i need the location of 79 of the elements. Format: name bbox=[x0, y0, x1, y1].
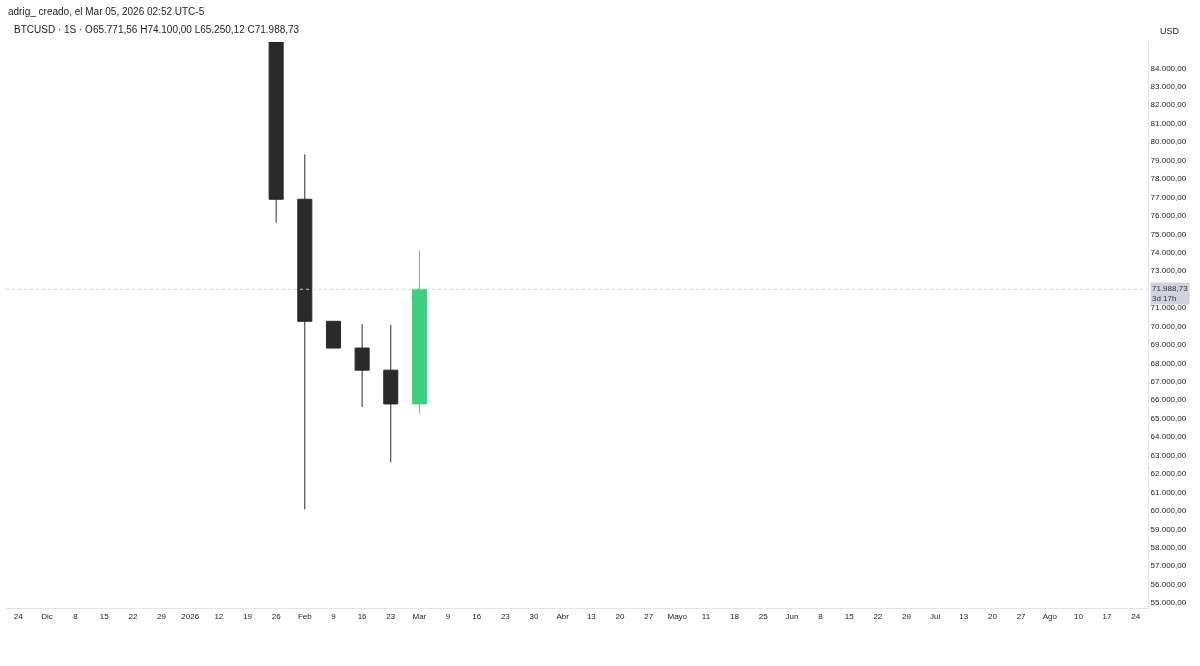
x-tick-label: 8 bbox=[73, 611, 79, 621]
y-tick-label: 58.000,00 bbox=[1150, 542, 1187, 552]
x-tick-label: 30 bbox=[529, 611, 540, 621]
x-tick-label: 15 bbox=[844, 611, 855, 621]
x-tick-label: Jul bbox=[930, 611, 941, 621]
x-tick-label: 13 bbox=[586, 611, 597, 621]
x-tick-label: 15 bbox=[99, 611, 110, 621]
x-tick-label: 27 bbox=[1016, 611, 1027, 621]
x-tick-label: 23 bbox=[500, 611, 511, 621]
ref-line-label: 71.988,73 3d 17h bbox=[1152, 284, 1189, 304]
x-tick-label: 25 bbox=[758, 611, 769, 621]
x-tick-label: 9 bbox=[445, 611, 451, 621]
y-tick-label: 55.000,00 bbox=[1150, 598, 1187, 608]
x-tick-label: 29 bbox=[902, 611, 912, 621]
y-tick-label: 84.000,00 bbox=[1150, 63, 1187, 73]
candlestick bbox=[268, 42, 284, 224]
y-tick-label: 79.000,00 bbox=[1150, 155, 1187, 165]
x-tick-label: Mayo bbox=[667, 611, 688, 621]
y-tick-label: 75.000,00 bbox=[1150, 229, 1187, 239]
candlestick bbox=[383, 324, 399, 463]
y-tick-label: 77.000,00 bbox=[1150, 192, 1187, 202]
candlestick bbox=[297, 153, 313, 510]
x-tick-label: 23 bbox=[386, 611, 396, 621]
x-tick-label: 13 bbox=[959, 611, 969, 621]
y-tick-label: 61.000,00 bbox=[1150, 487, 1187, 497]
x-tick-label: 20 bbox=[988, 611, 998, 621]
y-tick-label: 80.000,00 bbox=[1150, 137, 1187, 147]
x-tick-label: 8 bbox=[818, 611, 824, 621]
x-tick-label: 19 bbox=[243, 611, 253, 621]
x-tick-label: 22 bbox=[873, 611, 883, 621]
y-tick-label: 76.000,00 bbox=[1150, 211, 1187, 221]
x-tick-label: 16 bbox=[472, 611, 482, 621]
candlestick bbox=[354, 323, 370, 408]
y-tick-label: 82.000,00 bbox=[1150, 100, 1187, 110]
y-tick-label: 63.000,00 bbox=[1150, 450, 1187, 460]
y-tick-label: 65.000,00 bbox=[1150, 413, 1187, 423]
candlestick bbox=[325, 320, 341, 349]
x-tick-label: Feb bbox=[297, 611, 313, 621]
x-tick-label: 12 bbox=[214, 611, 224, 621]
x-tick-label: 11 bbox=[701, 611, 711, 621]
y-tick-label: 62.000,00 bbox=[1150, 469, 1187, 479]
y-tick-label: 66.000,00 bbox=[1150, 395, 1187, 405]
x-tick-label: 20 bbox=[615, 611, 625, 621]
x-tick-label: 17 bbox=[1102, 611, 1113, 621]
y-tick-label: 64.000,00 bbox=[1150, 432, 1187, 442]
y-tick-label: 59.000,00 bbox=[1150, 524, 1187, 534]
x-tick-label: Abr bbox=[556, 611, 570, 621]
y-tick-label: 71.000,00 bbox=[1150, 303, 1187, 313]
x-tick-label: 29 bbox=[157, 611, 167, 621]
x-tick-label: 10 bbox=[1073, 611, 1084, 621]
x-tick-label: 16 bbox=[357, 611, 368, 621]
x-tick-label: Mar bbox=[412, 611, 427, 621]
x-tick-label: 24 bbox=[1131, 611, 1141, 621]
y-tick-label: 78.000,00 bbox=[1150, 174, 1187, 184]
y-tick-label: 68.000,00 bbox=[1150, 358, 1187, 368]
x-tick-label: 27 bbox=[644, 611, 654, 621]
y-tick-label: 73.000,00 bbox=[1150, 266, 1187, 276]
y-axis-title: USD bbox=[1160, 26, 1180, 36]
x-tick-label: 26 bbox=[271, 611, 282, 621]
chart-title: adrig_ creado, el Mar 05, 2026 02:52 UTC-5 bbox=[8, 6, 205, 17]
y-tick-label: 67.000,00 bbox=[1150, 377, 1187, 387]
x-tick-label: 22 bbox=[128, 611, 138, 621]
x-tick-label: Jun bbox=[785, 611, 799, 621]
y-tick-label: 83.000,00 bbox=[1150, 82, 1187, 92]
y-tick-label: 69.000,00 bbox=[1150, 340, 1187, 350]
x-tick-label: 9 bbox=[331, 611, 337, 621]
x-tick-label: 18 bbox=[730, 611, 740, 621]
chart-subtitle: BTCUSD · 1S · O65.771,56 H74.100,00 L65.250,12 C71.988,73 bbox=[14, 24, 300, 35]
x-tick-label: 24 bbox=[13, 611, 24, 621]
y-tick-label: 57.000,00 bbox=[1150, 561, 1187, 571]
x-tick-label: 2026 bbox=[181, 611, 200, 621]
x-tick-label: Ago bbox=[1042, 611, 1058, 621]
y-tick-label: 70.000,00 bbox=[1150, 321, 1187, 331]
y-tick-label: 74.000,00 bbox=[1150, 247, 1187, 257]
candlestick bbox=[411, 249, 427, 414]
x-tick-label: Dic bbox=[41, 611, 53, 621]
y-tick-label: 56.000,00 bbox=[1150, 579, 1187, 589]
y-tick-label: 81.000,00 bbox=[1150, 118, 1187, 128]
y-tick-label: 60.000,00 bbox=[1150, 506, 1187, 516]
